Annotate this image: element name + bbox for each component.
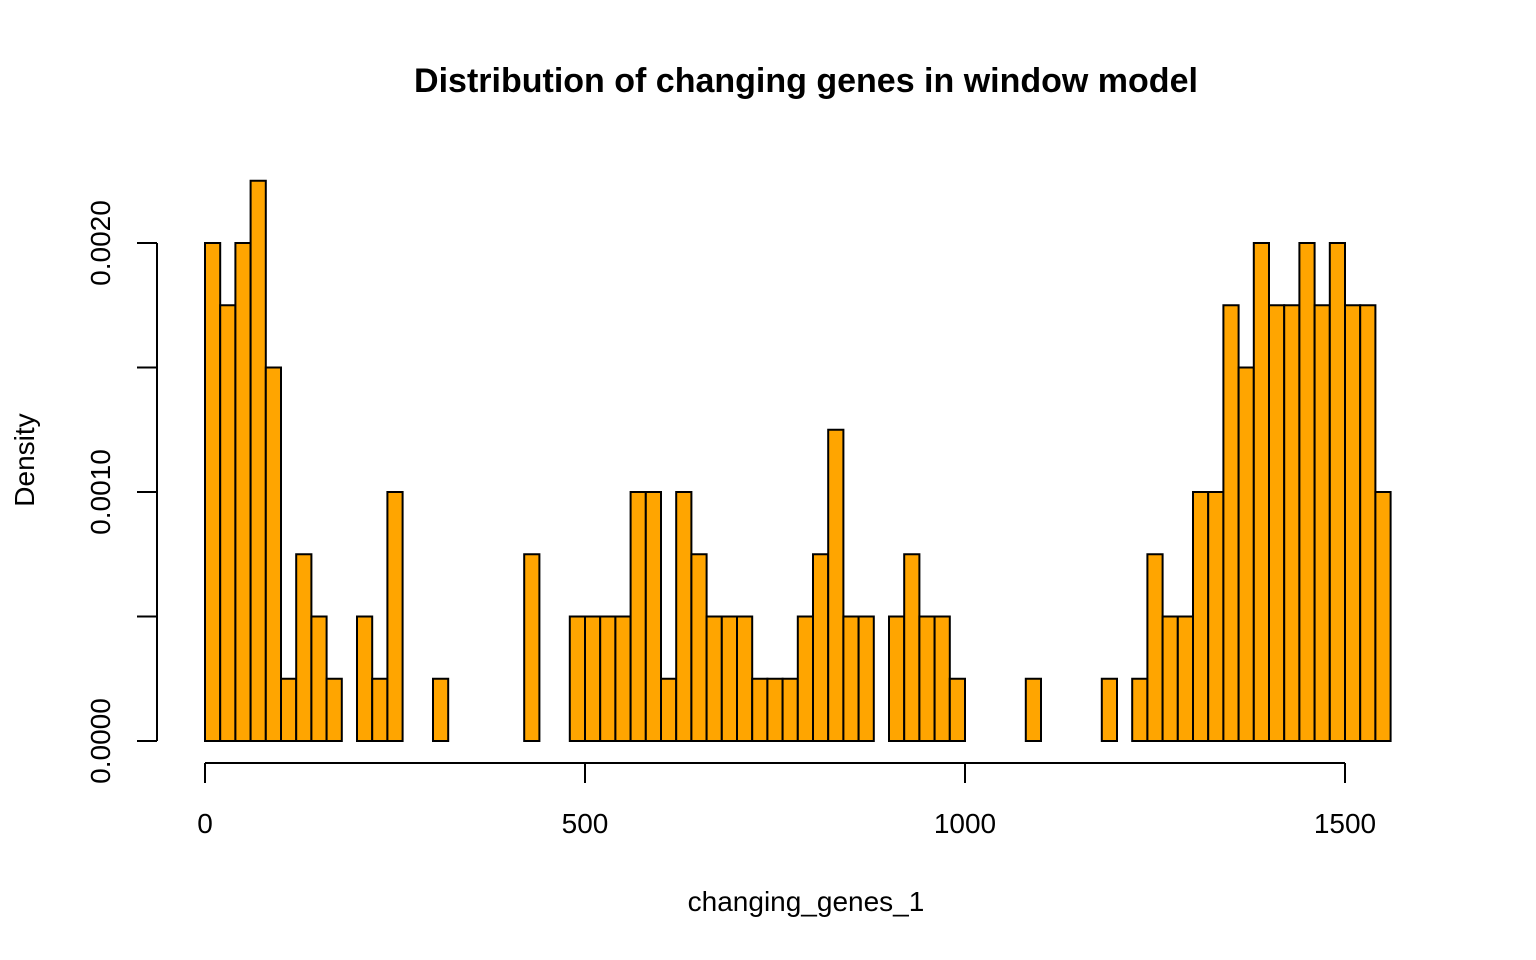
- y-tick-label: 0.0000: [85, 698, 116, 784]
- histogram-bar: [1161, 615, 1179, 742]
- histogram-bar: [1268, 304, 1286, 742]
- histogram-bar: [219, 304, 237, 742]
- histogram-bar: [796, 615, 814, 742]
- histogram-bar: [857, 615, 875, 742]
- histogram-bar: [675, 491, 693, 742]
- histogram-bar: [918, 615, 936, 742]
- histogram-bar: [249, 179, 267, 742]
- histogram-bar: [614, 615, 632, 742]
- histogram-bar: [660, 677, 678, 742]
- histogram-bar: [766, 677, 784, 742]
- y-axis-label: Density: [9, 413, 40, 506]
- histogram-bar: [325, 677, 343, 742]
- histogram-bar: [903, 553, 921, 742]
- y-axis: 0.0000 0.0010 0.0020: [85, 200, 158, 784]
- histogram-bar: [386, 491, 404, 742]
- histogram-bar: [568, 615, 586, 742]
- histogram-bar: [1313, 304, 1331, 742]
- histogram-bar: [1298, 242, 1316, 742]
- histogram-bar: [1328, 242, 1347, 742]
- histogram-bar: [1237, 366, 1255, 742]
- histogram-bar: [888, 615, 906, 742]
- histogram-bar: [933, 615, 951, 742]
- histogram-bar: [523, 553, 541, 742]
- histogram-bar: [948, 677, 966, 742]
- histogram-bar: [751, 677, 769, 742]
- histogram-bar: [781, 677, 799, 742]
- x-tick-label: 1500: [1314, 808, 1376, 839]
- histogram-bar: [356, 615, 374, 742]
- histogram-bar: [1024, 677, 1043, 742]
- histogram-bar: [1131, 677, 1149, 742]
- histogram-bar: [736, 615, 754, 742]
- histogram-bar: [1146, 553, 1164, 742]
- histogram-bar: [584, 615, 602, 742]
- histogram-bar: [264, 366, 282, 742]
- histogram-bar: [842, 615, 860, 742]
- histogram-bar: [1222, 304, 1240, 742]
- x-tick-label: 500: [562, 808, 609, 839]
- chart-title: Distribution of changing genes in window…: [414, 62, 1198, 100]
- histogram-bar: [371, 677, 389, 742]
- histogram-bar: [827, 428, 845, 742]
- histogram-bar: [1283, 304, 1301, 742]
- histogram-bar: [1344, 304, 1362, 742]
- x-tick-label: 0: [197, 808, 213, 839]
- histogram-bar: [705, 615, 723, 742]
- histogram-bar: [295, 553, 313, 742]
- y-tick-label: 0.0020: [85, 200, 116, 286]
- histogram-bar: [1176, 615, 1195, 742]
- bars-group: [204, 179, 1392, 742]
- histogram-bar: [1207, 491, 1225, 742]
- histogram-bar: [690, 553, 708, 742]
- y-tick-label: 0.0010: [85, 449, 116, 535]
- histogram-bar: [812, 553, 830, 742]
- histogram-bar: [644, 491, 662, 742]
- histogram-bar: [1359, 304, 1377, 742]
- histogram-bar: [1252, 242, 1271, 742]
- histogram-bar: [234, 242, 252, 742]
- histogram-bar: [720, 615, 738, 742]
- x-axis: 0 500 1000 1500: [197, 762, 1376, 839]
- histogram-bar: [629, 491, 647, 742]
- x-axis-label: changing_genes_1: [688, 886, 925, 917]
- histogram-bar: [432, 677, 450, 742]
- histogram-bar: [1374, 491, 1392, 742]
- histogram-bar: [310, 615, 328, 742]
- histogram-bar: [599, 615, 617, 742]
- histogram-bar: [1192, 491, 1210, 742]
- histogram-bar: [1100, 677, 1119, 742]
- histogram-bar: [204, 242, 222, 742]
- x-tick-label: 1000: [934, 808, 996, 839]
- histogram-bar: [280, 677, 298, 742]
